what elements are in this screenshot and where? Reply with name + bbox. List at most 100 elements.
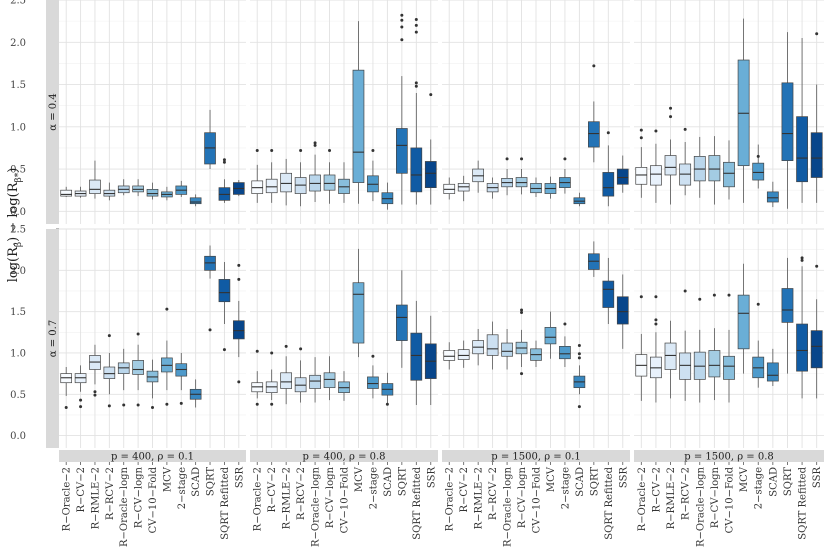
box-R−CV−logn xyxy=(323,148,336,204)
outlier-point xyxy=(237,263,241,267)
iqr-box xyxy=(146,188,159,197)
outlier-point xyxy=(563,157,567,161)
box-SSR xyxy=(424,315,437,406)
box-R−Oracle−logn xyxy=(309,141,321,203)
iqr-box xyxy=(457,349,470,360)
box-R−Oracle−2 xyxy=(60,186,73,197)
column-strip-label: p = 1500, ρ = 0.8 xyxy=(684,452,773,463)
x-tick-label: 2−stage xyxy=(560,467,571,509)
x-tick-label: 2−stage xyxy=(177,467,188,509)
iqr-box xyxy=(396,304,408,341)
iqr-box xyxy=(708,155,721,182)
box-SQRT xyxy=(588,64,600,163)
outlier-point xyxy=(93,393,97,397)
x-tick-label: MCV xyxy=(162,466,173,492)
x-tick-label: R−Oracle−logn xyxy=(503,466,514,547)
outlier-point xyxy=(429,93,433,97)
x-tick-label: R−RCV−2 xyxy=(681,467,692,520)
iqr-box xyxy=(679,352,692,380)
iqr-box xyxy=(486,334,499,356)
box-R−Oracle−2 xyxy=(635,295,648,401)
box-R−CV−2 xyxy=(74,186,87,198)
x-tick-label: SSR xyxy=(234,467,245,489)
box-2−stage xyxy=(367,148,379,202)
box-SSR xyxy=(810,32,823,203)
box-SCAD xyxy=(189,194,202,207)
outlier-point xyxy=(414,84,418,88)
box-SQRT Refitted xyxy=(410,300,423,406)
iqr-box xyxy=(708,350,721,378)
box-R−Oracle−2 xyxy=(443,177,456,200)
iqr-box xyxy=(650,165,662,186)
iqr-box xyxy=(664,342,677,370)
x-tick-label: R−RCV−2 xyxy=(296,467,307,520)
outlier-point xyxy=(313,143,317,147)
box-SQRT xyxy=(204,109,216,170)
x-tick-label: R−Oracle−2 xyxy=(62,467,73,531)
outlier-point xyxy=(520,372,524,376)
iqr-box xyxy=(103,366,116,379)
box-SQRT xyxy=(781,257,794,374)
y-axis-title-part: ) xyxy=(6,168,21,173)
row-strip-label: α = 0.4 xyxy=(48,93,59,130)
box-R−RMLE−2 xyxy=(280,158,292,206)
outlier-point xyxy=(122,403,126,407)
box-R−RCV−2 xyxy=(486,177,499,199)
iqr-box xyxy=(443,350,456,361)
outlier-point xyxy=(151,406,154,410)
box-R−RCV−2 xyxy=(103,182,116,201)
outlier-point xyxy=(165,402,169,406)
x-tick-label: R−Oracle−2 xyxy=(637,467,648,531)
box-2−stage xyxy=(367,354,379,399)
iqr-box xyxy=(796,116,808,183)
x-tick-label: MCV xyxy=(546,466,557,492)
x-tick-label: R−CV−logn xyxy=(517,466,528,528)
box-SSR xyxy=(424,93,437,205)
box-R−CV−2 xyxy=(74,365,87,409)
x-tick-label: SQRT xyxy=(589,467,600,496)
iqr-box xyxy=(766,362,779,382)
box-2−stage xyxy=(175,180,188,197)
outlier-point xyxy=(400,13,404,17)
outlier-point xyxy=(669,115,673,119)
outlier-point xyxy=(371,354,375,358)
box-MCV xyxy=(737,263,750,374)
outlier-point xyxy=(385,402,389,406)
row-strip-label: α = 0.7 xyxy=(48,320,59,357)
x-tick-label: CV−10−Fold xyxy=(148,466,159,533)
outlier-point xyxy=(712,293,716,297)
box-R−CV−logn xyxy=(515,308,528,376)
box-R−Oracle−logn xyxy=(693,136,706,198)
outlier-point xyxy=(520,157,524,161)
outlier-point xyxy=(577,356,581,360)
x-tick-label: R−Oracle−logn xyxy=(311,466,322,547)
panel-0 xyxy=(59,0,246,224)
box-CV−10−Fold xyxy=(723,293,735,403)
outlier-point xyxy=(136,332,140,336)
box-R−CV−2 xyxy=(457,175,470,202)
iqr-box xyxy=(796,323,808,372)
y-axis-title-part: β̂ xyxy=(13,242,24,247)
outlier-point xyxy=(414,30,418,34)
box-2−stage xyxy=(752,144,765,189)
iqr-box xyxy=(232,320,245,340)
panel-4 xyxy=(59,228,246,448)
box-MCV xyxy=(161,186,173,201)
box-SCAD xyxy=(189,379,202,408)
x-tick-label: R−RCV−2 xyxy=(488,467,499,520)
y-tick-label: 1.0 xyxy=(10,348,26,359)
outlier-point xyxy=(800,256,804,260)
box-SSR xyxy=(810,264,823,399)
iqr-box xyxy=(766,191,779,203)
panel-7 xyxy=(634,228,824,448)
box-R−CV−2 xyxy=(650,129,662,203)
iqr-box xyxy=(367,376,379,389)
box-SQRT xyxy=(588,241,600,277)
box-R−Oracle−2 xyxy=(635,128,648,198)
x-tick-label: SSR xyxy=(426,467,437,489)
box-CV−10−Fold xyxy=(146,182,159,200)
box-R−Oracle−logn xyxy=(501,157,513,196)
box-CV−10−Fold xyxy=(146,359,159,410)
x-tick-label: SQRT Refitted xyxy=(412,466,423,539)
outlier-point xyxy=(654,322,658,326)
